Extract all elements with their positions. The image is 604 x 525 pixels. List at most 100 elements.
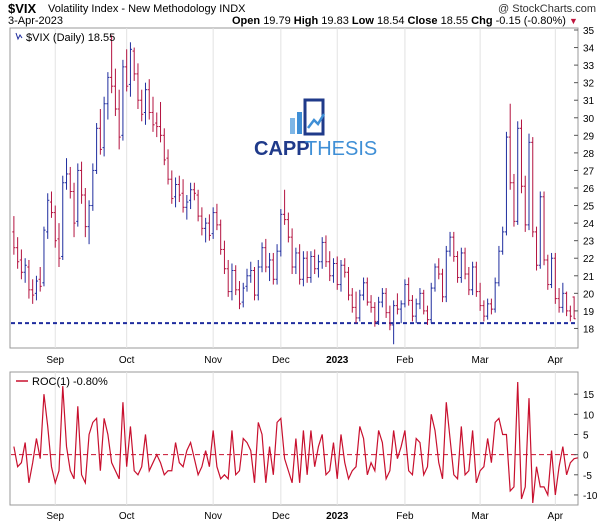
roc-legend-text: ROC(1) -0.80% xyxy=(32,376,108,388)
close-label: Close xyxy=(407,15,438,27)
price-y-tick-label: 23 xyxy=(583,237,595,248)
price-y-tick-label: 22 xyxy=(583,254,595,265)
ohlc-bar xyxy=(331,258,336,283)
ohlc-bar xyxy=(519,119,524,194)
ohlc-bar xyxy=(542,191,546,266)
ohlc-bar xyxy=(222,240,227,275)
ohlc-bar xyxy=(557,288,561,313)
ohlc-bar xyxy=(117,89,121,150)
ohlc-bar xyxy=(185,195,189,220)
ohlc-bar xyxy=(260,242,264,273)
logo-frame xyxy=(303,98,325,136)
ohlc-bar xyxy=(27,259,31,299)
ohlc-bar xyxy=(407,277,411,306)
ohlc-bar xyxy=(57,223,61,267)
price-x-tick-label: Feb xyxy=(396,355,414,366)
ohlc-bar xyxy=(192,182,196,201)
ohlc-bar xyxy=(219,219,223,255)
ohlc-bar xyxy=(166,149,170,185)
roc-grid xyxy=(11,372,577,505)
roc-legend: ROC(1) -0.80% xyxy=(16,376,108,388)
ohlc-bar xyxy=(173,177,178,208)
ohlc-bar xyxy=(91,163,95,211)
ohlc-bar xyxy=(335,256,339,290)
ohlc-bar xyxy=(49,191,54,218)
ohlc-bar xyxy=(508,103,512,190)
price-x-tick-label: Apr xyxy=(548,355,564,366)
capp-thesis-logo: CAPP THESIS xyxy=(254,98,377,160)
ohlc-bar xyxy=(151,96,155,132)
ohlc-bar xyxy=(23,258,27,283)
ohlc-bar xyxy=(298,244,302,285)
ohlc-bar xyxy=(410,295,415,322)
ohlc-bar xyxy=(316,254,321,278)
ohlc-bar xyxy=(162,128,166,166)
ohlc-bar xyxy=(61,175,65,260)
price-legend-text: $VIX (Daily) 18.55 xyxy=(26,32,115,44)
ohlc-bar xyxy=(53,205,57,248)
ohlc-bar xyxy=(76,163,80,227)
ohlc-bar xyxy=(392,300,396,345)
logo-bar-1 xyxy=(290,118,295,134)
ohlc-bar xyxy=(252,267,257,301)
ohlc-bar xyxy=(128,42,133,97)
ohlc-bar xyxy=(279,209,283,257)
roc-y-tick-label: 0 xyxy=(583,451,589,462)
logo-bar-2 xyxy=(297,112,302,134)
ohlc-bar xyxy=(328,251,332,282)
copyright[interactable]: @ StockCharts.com xyxy=(498,3,596,15)
high-label: High xyxy=(293,15,319,27)
ohlc-bar xyxy=(207,214,211,241)
price-panel-frame xyxy=(9,27,579,349)
roc-x-tick-label: Dec xyxy=(272,511,290,522)
ohlc-bar xyxy=(339,259,343,292)
ohlc-bar xyxy=(245,268,249,292)
roc-x-tick-label: Mar xyxy=(472,511,490,522)
ohlc-bar xyxy=(264,238,268,273)
ohlc-bar xyxy=(425,305,430,325)
ohlc-bar xyxy=(241,282,245,308)
ohlc-bar xyxy=(380,288,384,308)
ohlc-bar xyxy=(358,289,362,322)
ohlc-bar xyxy=(471,261,475,296)
ohlc-bar xyxy=(79,161,84,204)
ohlc-bar xyxy=(170,170,174,204)
ohlc-bar xyxy=(313,249,317,275)
ohlc-bar xyxy=(568,305,572,322)
price-y-tick-label: 32 xyxy=(583,79,595,90)
price-y-tick-label: 26 xyxy=(583,184,595,195)
symbol: $VIX xyxy=(8,1,37,16)
ohlc-bar xyxy=(343,258,347,278)
ohlc-bar xyxy=(523,175,527,232)
ohlc-bar xyxy=(452,231,456,262)
ohlc-bar xyxy=(204,217,208,243)
ohlc-bar xyxy=(106,72,110,120)
legend-bar-icon xyxy=(15,32,23,41)
ohlc-bar xyxy=(516,121,520,225)
ohlc-bar xyxy=(501,226,505,255)
ohlc-bar xyxy=(230,263,234,301)
ohlc-bar xyxy=(136,63,140,109)
ohlc-summary: Open 19.79 High 19.83 Low 18.54 Close 18… xyxy=(232,15,578,28)
ohlc-bar xyxy=(181,179,185,213)
roc-panel-frame xyxy=(9,371,579,506)
price-x-tick-label: Sep xyxy=(46,355,64,366)
ohlc-bar xyxy=(38,267,42,292)
logo-word-thesis: THESIS xyxy=(305,138,377,160)
roc-y-tick-label: -10 xyxy=(583,491,598,502)
ohlc-bar xyxy=(19,249,23,280)
ohlc-bar xyxy=(369,295,373,313)
close-value: 18.55 xyxy=(440,15,469,27)
ohlc-bar xyxy=(64,158,69,190)
ohlc-bar xyxy=(12,216,16,255)
price-x-tick-label: Mar xyxy=(472,355,490,366)
ohlc-bar xyxy=(354,291,358,324)
ohlc-bar xyxy=(549,252,554,289)
ohlc-bar xyxy=(437,258,441,280)
ohlc-bar xyxy=(155,112,159,138)
ohlc-bar xyxy=(215,203,219,231)
ohlc-bar xyxy=(177,175,181,203)
ohlc-bar xyxy=(42,226,46,287)
ohlc-bar xyxy=(414,298,418,324)
